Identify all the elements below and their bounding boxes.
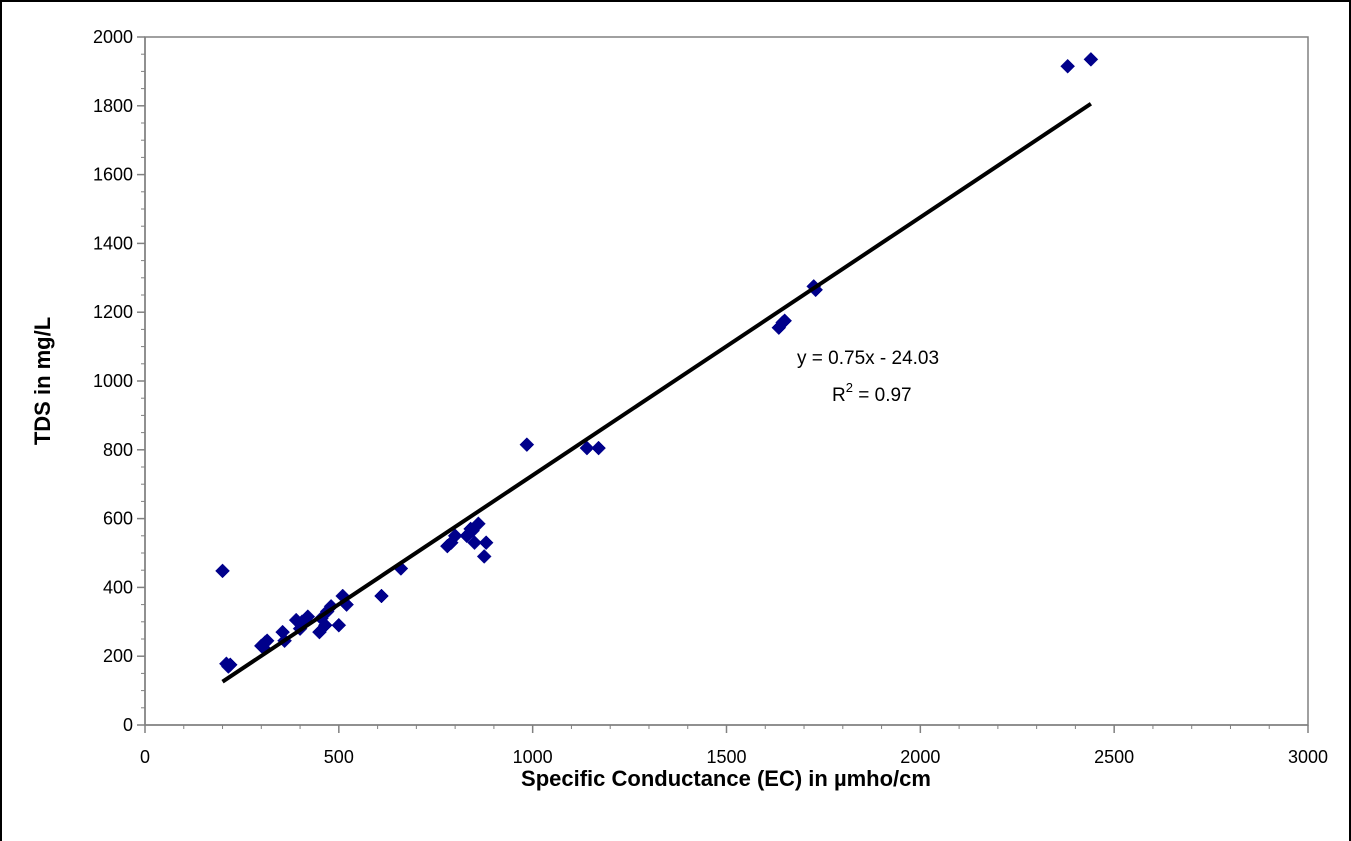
y-tick-label: 0	[123, 715, 133, 735]
data-point	[471, 516, 486, 532]
y-tick-label: 1200	[93, 302, 133, 322]
data-points	[215, 52, 1099, 674]
data-point	[259, 633, 275, 649]
trendline-equation: y = 0.75x - 24.03	[797, 348, 939, 369]
r2-suffix: = 0.97	[853, 385, 912, 406]
y-tick-label: 2000	[93, 27, 133, 47]
x-tick-label: 500	[324, 747, 354, 767]
y-tick-label: 800	[103, 440, 133, 460]
x-tick-label: 1500	[706, 747, 746, 767]
data-point	[374, 588, 389, 604]
plot-area	[144, 36, 1309, 726]
data-point	[1060, 58, 1076, 74]
data-point	[777, 313, 793, 329]
x-tick-label: 0	[140, 747, 150, 767]
x-tick-label: 2500	[1094, 747, 1134, 767]
x-tick-label: 3000	[1288, 747, 1328, 767]
data-point	[478, 535, 494, 551]
data-point	[215, 563, 230, 579]
data-point	[331, 617, 347, 633]
r2-prefix: R	[832, 385, 846, 406]
y-tick-label: 600	[103, 509, 133, 529]
y-tick-label: 1600	[93, 165, 133, 185]
y-axis: 0 200 400 600 800 1000 1200 1400 1600 1800 2000	[93, 27, 146, 735]
x-axis: 0 500 1000 1500 2000 2500 3000	[140, 724, 1328, 767]
data-point	[467, 535, 482, 551]
y-tick-label: 1400	[93, 233, 133, 253]
trendline-r2: R2 = 0.97	[832, 380, 912, 406]
x-tick-label: 1000	[513, 747, 553, 767]
data-point	[476, 549, 492, 564]
x-axis-title: Specific Conductance (EC) in µmho/cm	[521, 766, 931, 791]
data-point	[519, 437, 535, 452]
y-tick-label: 200	[103, 646, 133, 666]
x-tick-label: 2000	[900, 747, 940, 767]
y-tick-label: 1800	[93, 96, 133, 116]
r2-superscript: 2	[846, 380, 853, 395]
data-point	[222, 657, 238, 673]
trendline	[221, 102, 1093, 684]
data-point	[317, 617, 333, 633]
data-point	[591, 440, 606, 456]
data-point	[1083, 52, 1099, 67]
y-tick-label: 1000	[93, 371, 133, 391]
y-axis-title: TDS in mg/L	[30, 317, 55, 445]
y-tick-label: 400	[103, 577, 133, 597]
data-point	[579, 440, 595, 456]
data-point	[447, 528, 463, 544]
